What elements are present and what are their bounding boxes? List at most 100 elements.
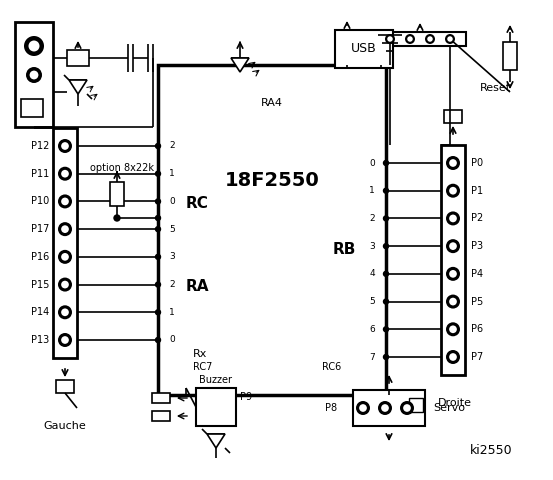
Text: Gauche: Gauche (44, 421, 86, 431)
Circle shape (445, 34, 455, 44)
Text: 3: 3 (169, 252, 175, 261)
Text: 3: 3 (369, 241, 375, 251)
Text: P8: P8 (325, 403, 337, 413)
Bar (15, 22, 53, 127)
Circle shape (378, 401, 392, 415)
Circle shape (449, 270, 457, 278)
Circle shape (447, 36, 453, 42)
Text: 2: 2 (169, 142, 175, 151)
Bar (409, 398, 423, 412)
Text: 2: 2 (169, 280, 175, 289)
Text: Reset: Reset (480, 83, 511, 93)
Circle shape (61, 336, 69, 344)
Text: P3: P3 (471, 241, 483, 251)
Circle shape (58, 250, 72, 264)
Text: 5: 5 (369, 297, 375, 306)
Text: 2: 2 (369, 214, 375, 223)
Circle shape (58, 333, 72, 347)
Text: RB: RB (332, 242, 356, 257)
Text: 1: 1 (169, 169, 175, 178)
Text: 0: 0 (369, 158, 375, 168)
Bar (56, 380, 74, 393)
Circle shape (400, 401, 414, 415)
Polygon shape (69, 80, 87, 94)
Text: Buzzer: Buzzer (200, 375, 232, 385)
Circle shape (58, 277, 72, 291)
Circle shape (61, 281, 69, 288)
Circle shape (155, 254, 160, 259)
Text: RA4: RA4 (261, 98, 283, 108)
Circle shape (446, 239, 460, 253)
Text: Servo: Servo (433, 403, 465, 413)
Circle shape (24, 36, 44, 56)
Bar (444, 110, 462, 123)
Circle shape (26, 67, 42, 83)
Circle shape (449, 242, 457, 250)
Text: P0: P0 (471, 158, 483, 168)
Circle shape (155, 310, 160, 315)
Circle shape (427, 36, 433, 42)
Text: 6: 6 (369, 325, 375, 334)
Circle shape (58, 305, 72, 319)
Text: P11: P11 (31, 168, 49, 179)
Text: P4: P4 (471, 269, 483, 279)
Circle shape (155, 282, 160, 287)
Circle shape (425, 34, 435, 44)
Circle shape (449, 215, 457, 222)
Text: P1: P1 (471, 186, 483, 196)
Text: 5: 5 (169, 225, 175, 234)
Text: RA: RA (186, 278, 210, 294)
Text: ki2550: ki2550 (470, 444, 513, 456)
Circle shape (381, 404, 389, 412)
Bar (335, 30, 393, 68)
Circle shape (155, 227, 160, 232)
Circle shape (61, 225, 69, 233)
Text: 0: 0 (169, 197, 175, 206)
Text: Rx: Rx (193, 349, 207, 359)
Circle shape (446, 156, 460, 170)
Bar (503, 42, 517, 70)
Text: P2: P2 (471, 214, 483, 223)
Text: P12: P12 (30, 141, 49, 151)
Text: USB: USB (351, 43, 377, 56)
Circle shape (61, 142, 69, 150)
Text: 1: 1 (169, 308, 175, 317)
Circle shape (30, 71, 38, 79)
Circle shape (383, 327, 389, 332)
Circle shape (403, 404, 411, 412)
Bar (152, 393, 170, 403)
Circle shape (383, 355, 389, 360)
Bar (152, 411, 170, 421)
Circle shape (29, 40, 39, 51)
Circle shape (449, 325, 457, 333)
Text: P7: P7 (471, 352, 483, 362)
Circle shape (383, 271, 389, 276)
Text: RC7: RC7 (193, 362, 212, 372)
Text: 18F2550: 18F2550 (225, 171, 320, 190)
Circle shape (449, 353, 457, 361)
Circle shape (61, 309, 69, 316)
Circle shape (449, 159, 457, 167)
Text: 1: 1 (369, 186, 375, 195)
Circle shape (446, 322, 460, 336)
Circle shape (446, 184, 460, 198)
Circle shape (387, 36, 393, 42)
Circle shape (405, 34, 415, 44)
Circle shape (155, 171, 160, 176)
Circle shape (155, 337, 160, 343)
Text: P14: P14 (31, 307, 49, 317)
Circle shape (155, 199, 160, 204)
Text: 7: 7 (369, 352, 375, 361)
Text: 4: 4 (369, 269, 375, 278)
Circle shape (383, 160, 389, 166)
Circle shape (61, 198, 69, 205)
Text: 0: 0 (169, 336, 175, 345)
Text: P16: P16 (31, 252, 49, 262)
Bar (21, 99, 43, 117)
Circle shape (58, 222, 72, 236)
Circle shape (449, 187, 457, 194)
Circle shape (61, 253, 69, 261)
Bar (353, 390, 425, 426)
Text: P15: P15 (30, 279, 49, 289)
Circle shape (407, 36, 413, 42)
